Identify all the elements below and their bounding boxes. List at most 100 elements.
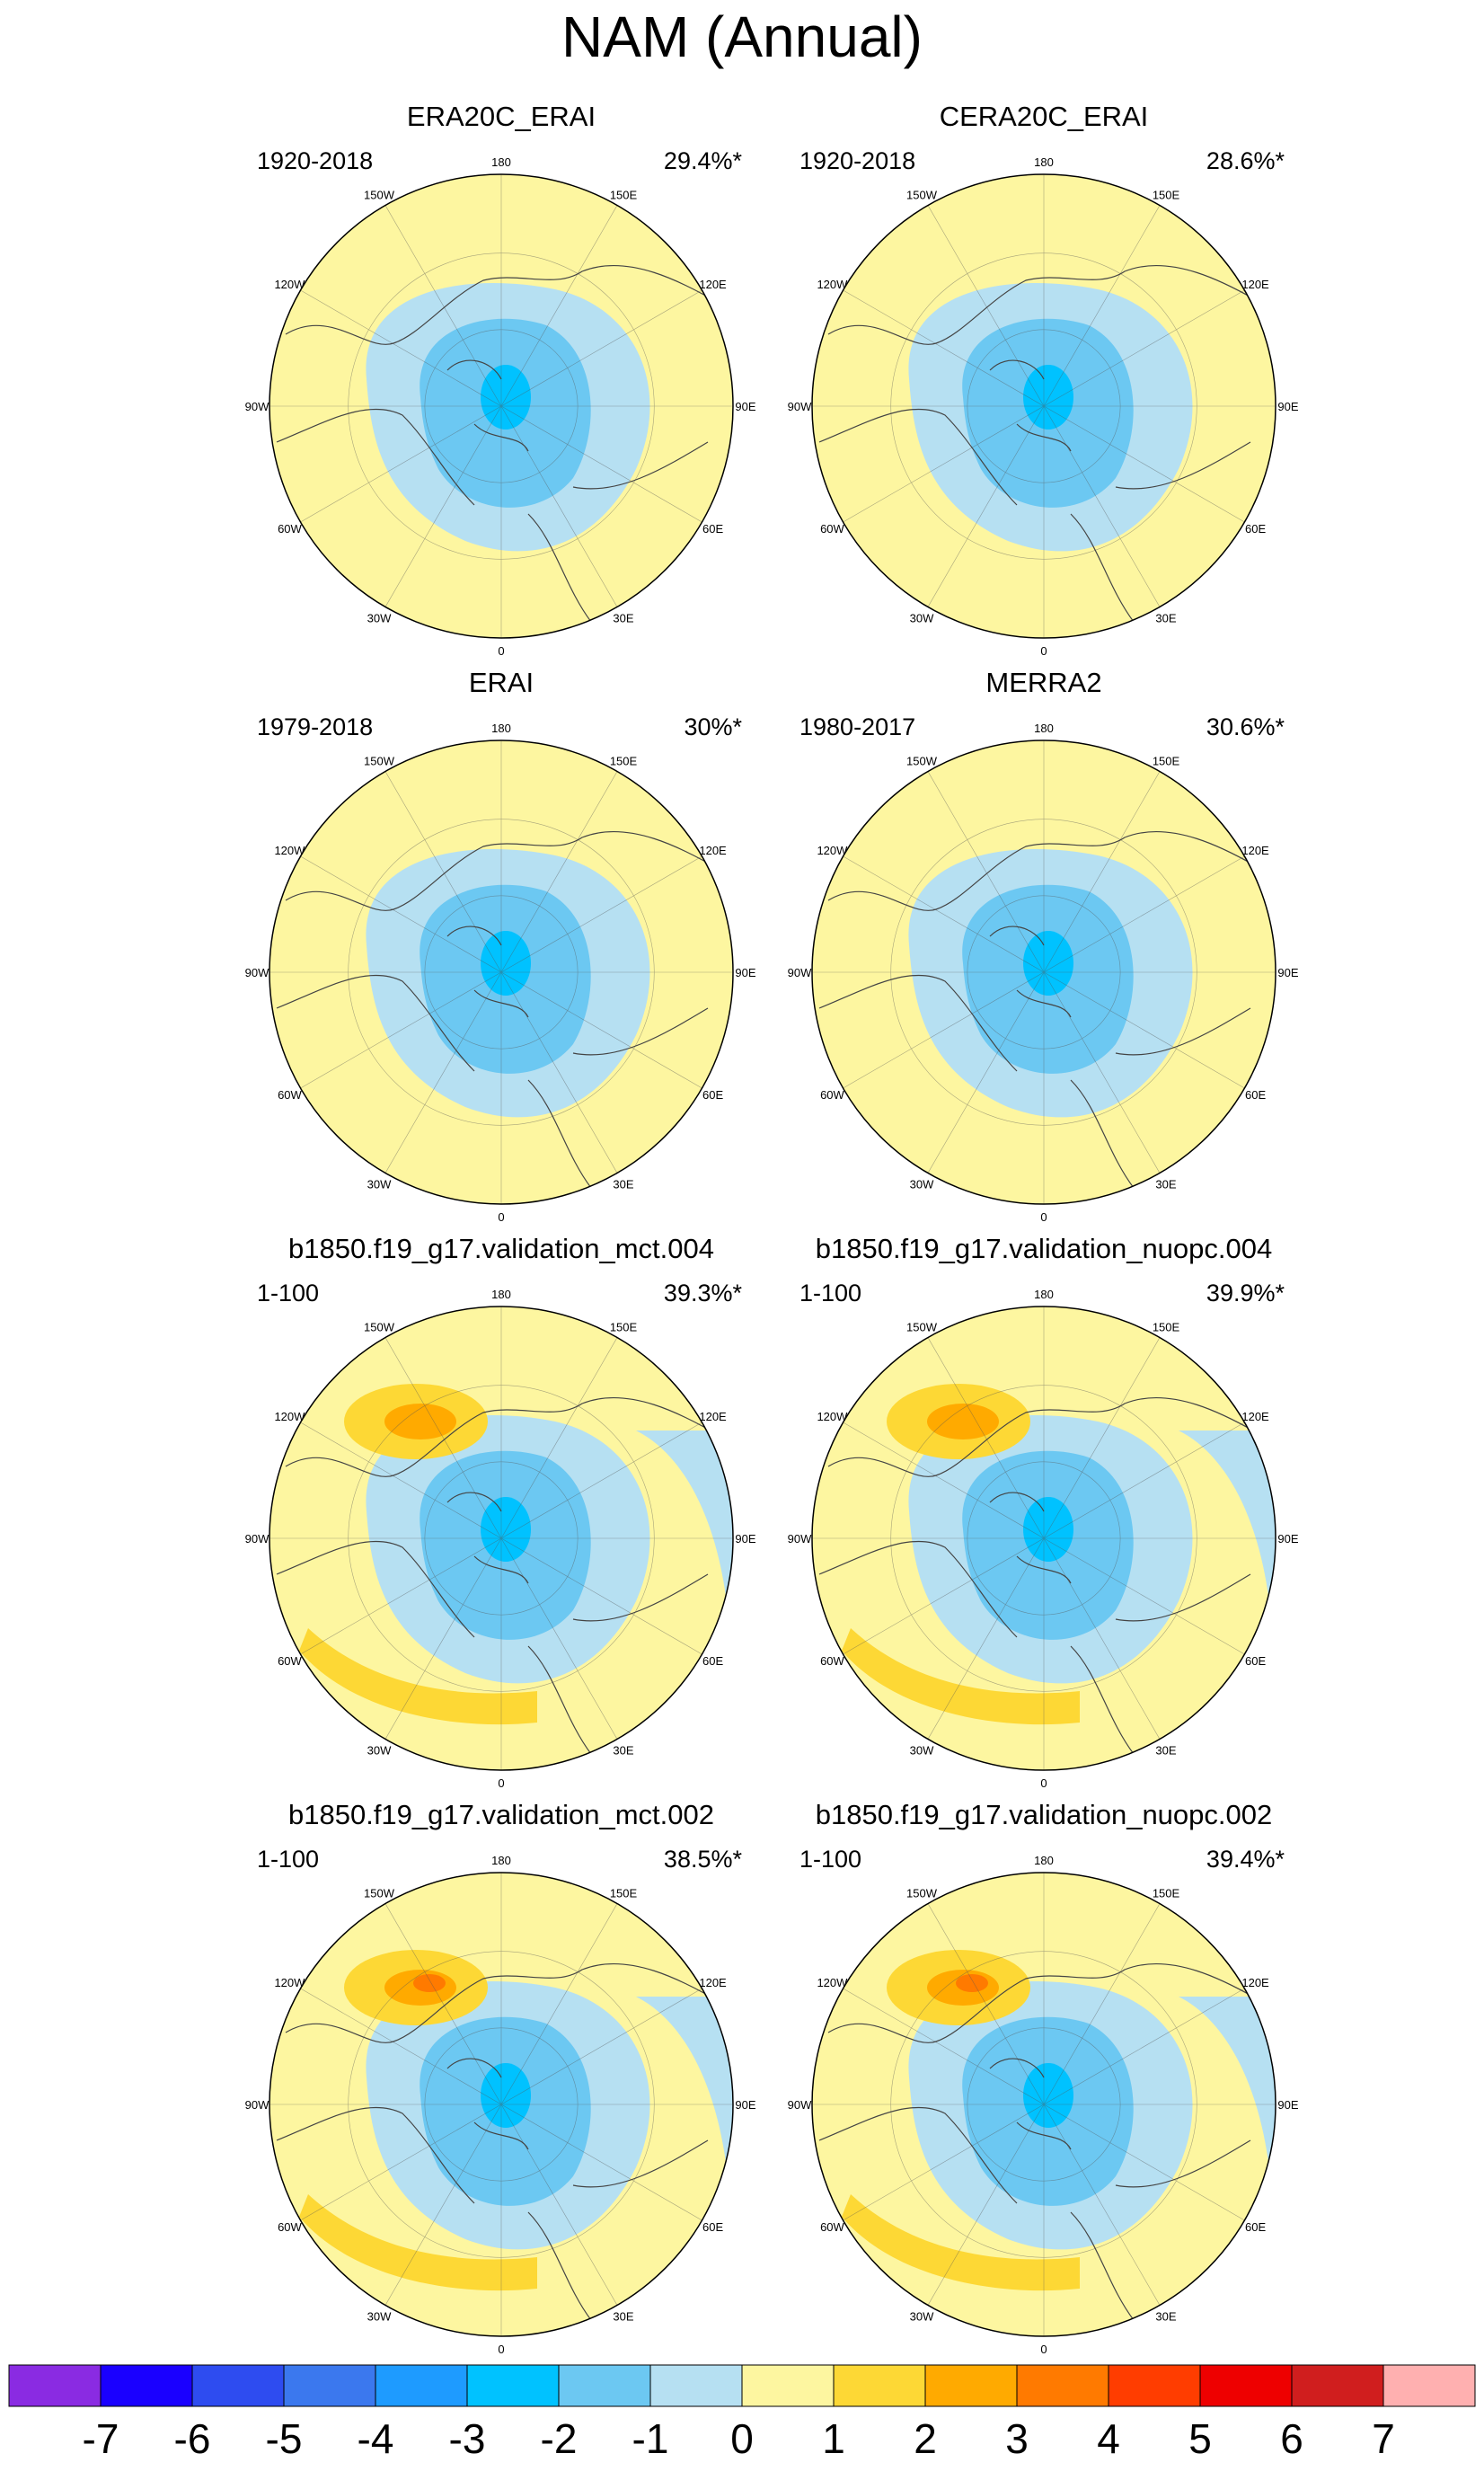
longitude-tick-label: 150W bbox=[364, 188, 395, 201]
longitude-tick-label: 30W bbox=[910, 612, 934, 625]
polar-map: 180 150E 120E 90E 60E 30E 0 30W 60W 90W 120W 150W bbox=[245, 1288, 756, 1790]
longitude-tick-label: 60E bbox=[702, 2220, 723, 2234]
longitude-tick-label: 30W bbox=[910, 1178, 934, 1191]
longitude-tick-label: 30W bbox=[910, 2310, 934, 2324]
longitude-tick-label: 120W bbox=[274, 1410, 305, 1423]
longitude-tick-label: 120W bbox=[817, 844, 848, 857]
figure-title: NAM (Annual) bbox=[561, 4, 923, 69]
longitude-tick-label: 0 bbox=[498, 644, 504, 658]
longitude-tick-label: 60E bbox=[1245, 522, 1266, 536]
map-panel: 180 150E 120E 90E 60E 30E 0 30W 60W 90W 120W 150W b1… bbox=[241, 1799, 762, 2356]
contour-plus-two-pacific bbox=[927, 1404, 999, 1439]
panel-title: CERA20C_ERAI bbox=[939, 101, 1149, 132]
longitude-tick-label: 60W bbox=[820, 522, 844, 536]
contour-minus-three bbox=[481, 2063, 531, 2128]
contour-minus-three bbox=[481, 931, 531, 996]
contour-minus-three bbox=[1023, 365, 1073, 430]
colorbar-swatch bbox=[1108, 2364, 1201, 2407]
panel-variance: 30.6%* bbox=[1206, 713, 1285, 740]
longitude-tick-label: 90W bbox=[788, 400, 812, 413]
longitude-tick-label: 90W bbox=[245, 400, 269, 413]
colorbar-tick-label: 1 bbox=[822, 2415, 845, 2462]
contour-plus-one-atlantic bbox=[842, 1628, 1080, 1725]
panel-period: 1-100 bbox=[257, 1280, 320, 1307]
longitude-tick-label: 0 bbox=[1040, 1210, 1047, 1224]
longitude-tick-label: 60W bbox=[820, 1654, 844, 1668]
longitude-tick-label: 30E bbox=[613, 1744, 633, 1758]
contour-plus-one-atlantic bbox=[299, 2194, 537, 2291]
longitude-tick-label: 120E bbox=[699, 1410, 727, 1423]
longitude-tick-label: 0 bbox=[1040, 1776, 1047, 1790]
panel-period: 1980-2017 bbox=[799, 713, 916, 740]
longitude-tick-label: 60W bbox=[278, 1654, 302, 1668]
map-outline bbox=[269, 1872, 734, 2337]
map-panel: 180 150E 120E 90E 60E 30E 0 30W 60W 90W 120W 150W CE… bbox=[783, 101, 1304, 658]
longitude-tick-label: 0 bbox=[498, 1210, 504, 1224]
contour-plus-one-atlantic bbox=[299, 1628, 537, 1725]
longitude-tick-label: 30W bbox=[367, 2310, 392, 2324]
panel-title: b1850.f19_g17.validation_mct.002 bbox=[288, 1799, 714, 1830]
colorbar-tick-label: 3 bbox=[1005, 2415, 1029, 2462]
polar-map: 180 150E 120E 90E 60E 30E 0 30W 60W 90W 120W 150W bbox=[788, 1854, 1299, 2356]
longitude-tick-label: 0 bbox=[498, 2343, 504, 2356]
panel-title: b1850.f19_g17.validation_mct.004 bbox=[288, 1233, 714, 1264]
map-outline bbox=[811, 1306, 1276, 1771]
panel-variance: 39.9%* bbox=[1206, 1280, 1285, 1307]
longitude-tick-label: 180 bbox=[491, 722, 511, 735]
map-outline bbox=[811, 173, 1276, 639]
longitude-tick-label: 90W bbox=[245, 966, 269, 979]
longitude-tick-label: 120W bbox=[817, 1976, 848, 1989]
contour-minus-three bbox=[481, 1497, 531, 1562]
longitude-tick-label: 30W bbox=[367, 612, 392, 625]
longitude-tick-label: 90E bbox=[735, 2098, 755, 2112]
longitude-tick-label: 90E bbox=[735, 1532, 755, 1546]
longitude-tick-label: 150W bbox=[364, 1886, 395, 1900]
panel-period: 1920-2018 bbox=[257, 147, 374, 174]
colorbar-swatch bbox=[375, 2364, 468, 2407]
longitude-tick-label: 90E bbox=[1277, 2098, 1298, 2112]
panel-period: 1-100 bbox=[257, 1846, 320, 1873]
contour-plus-three-pacific bbox=[413, 1974, 446, 1992]
longitude-tick-label: 90E bbox=[1277, 400, 1298, 413]
longitude-tick-label: 150E bbox=[1153, 754, 1180, 767]
longitude-tick-label: 150W bbox=[906, 188, 938, 201]
colorbar-tick-label: 0 bbox=[730, 2415, 754, 2462]
map-outline bbox=[811, 740, 1276, 1205]
panel-title: ERA20C_ERAI bbox=[406, 101, 596, 132]
longitude-tick-label: 60W bbox=[278, 1088, 302, 1102]
longitude-tick-label: 180 bbox=[1034, 1854, 1054, 1867]
contour-minus-three bbox=[1023, 931, 1073, 996]
polar-map: 180 150E 120E 90E 60E 30E 0 30W 60W 90W 120W 150W bbox=[245, 155, 756, 658]
panel-variance: 38.5%* bbox=[663, 1846, 742, 1873]
map-outline bbox=[269, 740, 734, 1205]
panel-period: 1-100 bbox=[799, 1280, 862, 1307]
longitude-tick-label: 120E bbox=[1241, 278, 1269, 291]
map-outline bbox=[269, 1306, 734, 1771]
longitude-tick-label: 120W bbox=[274, 844, 305, 857]
longitude-tick-label: 120E bbox=[699, 1976, 727, 1989]
longitude-tick-label: 30W bbox=[367, 1178, 392, 1191]
longitude-tick-label: 150E bbox=[610, 1320, 638, 1333]
longitude-tick-label: 150E bbox=[1153, 1320, 1180, 1333]
colorbar-swatch bbox=[191, 2364, 285, 2407]
longitude-tick-label: 90E bbox=[1277, 1532, 1298, 1546]
polar-map: 180 150E 120E 90E 60E 30E 0 30W 60W 90W 120W 150W bbox=[788, 1288, 1299, 1790]
longitude-tick-label: 150W bbox=[364, 754, 395, 767]
panel-variance: 30%* bbox=[684, 713, 742, 740]
longitude-tick-label: 30E bbox=[1155, 1744, 1176, 1758]
longitude-tick-label: 120W bbox=[274, 278, 305, 291]
panel-variance: 39.4%* bbox=[1206, 1846, 1285, 1873]
panel-period: 1-100 bbox=[799, 1846, 862, 1873]
longitude-tick-label: 60W bbox=[820, 2220, 844, 2234]
panel-title: b1850.f19_g17.validation_nuopc.004 bbox=[815, 1233, 1273, 1264]
colorbar-tick-label: -5 bbox=[266, 2415, 303, 2462]
colorbar-swatch bbox=[558, 2364, 651, 2407]
longitude-tick-label: 90W bbox=[788, 2098, 812, 2112]
panel-variance: 28.6%* bbox=[1206, 147, 1285, 174]
longitude-tick-label: 30E bbox=[1155, 1178, 1176, 1191]
longitude-tick-label: 180 bbox=[1034, 155, 1054, 169]
map-panel: 180 150E 120E 90E 60E 30E 0 30W 60W 90W 120W 150W b1… bbox=[783, 1233, 1304, 1790]
longitude-tick-label: 30E bbox=[1155, 612, 1176, 625]
longitude-tick-label: 0 bbox=[1040, 644, 1047, 658]
